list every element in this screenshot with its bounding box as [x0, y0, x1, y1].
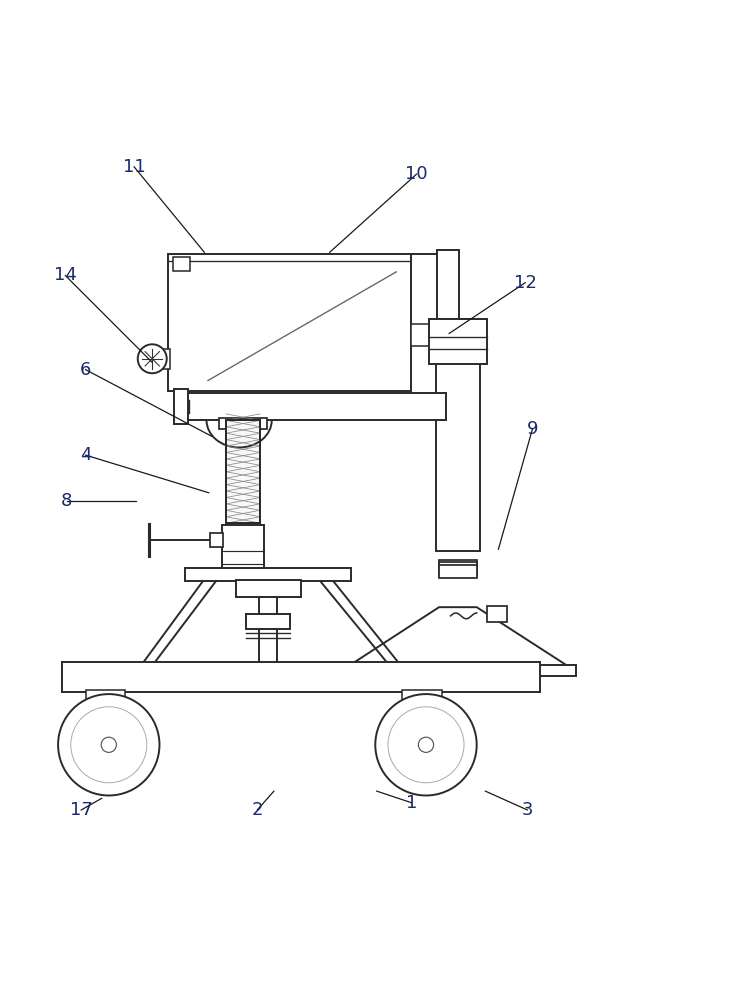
Bar — [437, 250, 459, 348]
Text: 12: 12 — [514, 274, 537, 292]
Bar — [226, 420, 260, 523]
Circle shape — [58, 694, 160, 795]
Bar — [487, 606, 507, 622]
Bar — [172, 257, 190, 271]
Bar — [436, 319, 480, 551]
Bar — [402, 690, 442, 705]
Bar — [226, 420, 260, 523]
Text: 9: 9 — [527, 420, 538, 438]
Bar — [62, 662, 539, 692]
Bar — [246, 614, 290, 629]
Text: 2: 2 — [251, 801, 263, 819]
Text: 1: 1 — [406, 794, 418, 812]
Text: 10: 10 — [405, 165, 428, 183]
Bar — [187, 393, 446, 420]
Bar — [411, 254, 446, 326]
Text: 8: 8 — [61, 492, 72, 510]
Bar — [174, 389, 188, 424]
Bar — [236, 580, 301, 597]
Text: 17: 17 — [69, 801, 92, 819]
Bar — [439, 562, 477, 576]
Bar — [429, 319, 487, 364]
Bar — [411, 324, 431, 346]
Bar — [439, 565, 477, 578]
Text: 4: 4 — [80, 446, 92, 464]
Bar — [226, 420, 260, 523]
Bar — [222, 525, 265, 577]
Text: 6: 6 — [80, 361, 92, 379]
Bar — [185, 568, 352, 581]
Text: 14: 14 — [54, 266, 77, 284]
Polygon shape — [348, 607, 569, 667]
Bar — [168, 254, 411, 391]
Bar — [219, 418, 268, 429]
Circle shape — [137, 344, 167, 373]
Bar — [337, 665, 576, 676]
Text: 11: 11 — [123, 158, 146, 176]
Bar — [86, 690, 126, 705]
Bar — [439, 560, 477, 575]
Bar — [210, 533, 223, 547]
Circle shape — [101, 737, 116, 752]
Text: 3: 3 — [522, 801, 533, 819]
Circle shape — [418, 737, 434, 752]
Bar — [154, 349, 170, 369]
Circle shape — [375, 694, 477, 795]
